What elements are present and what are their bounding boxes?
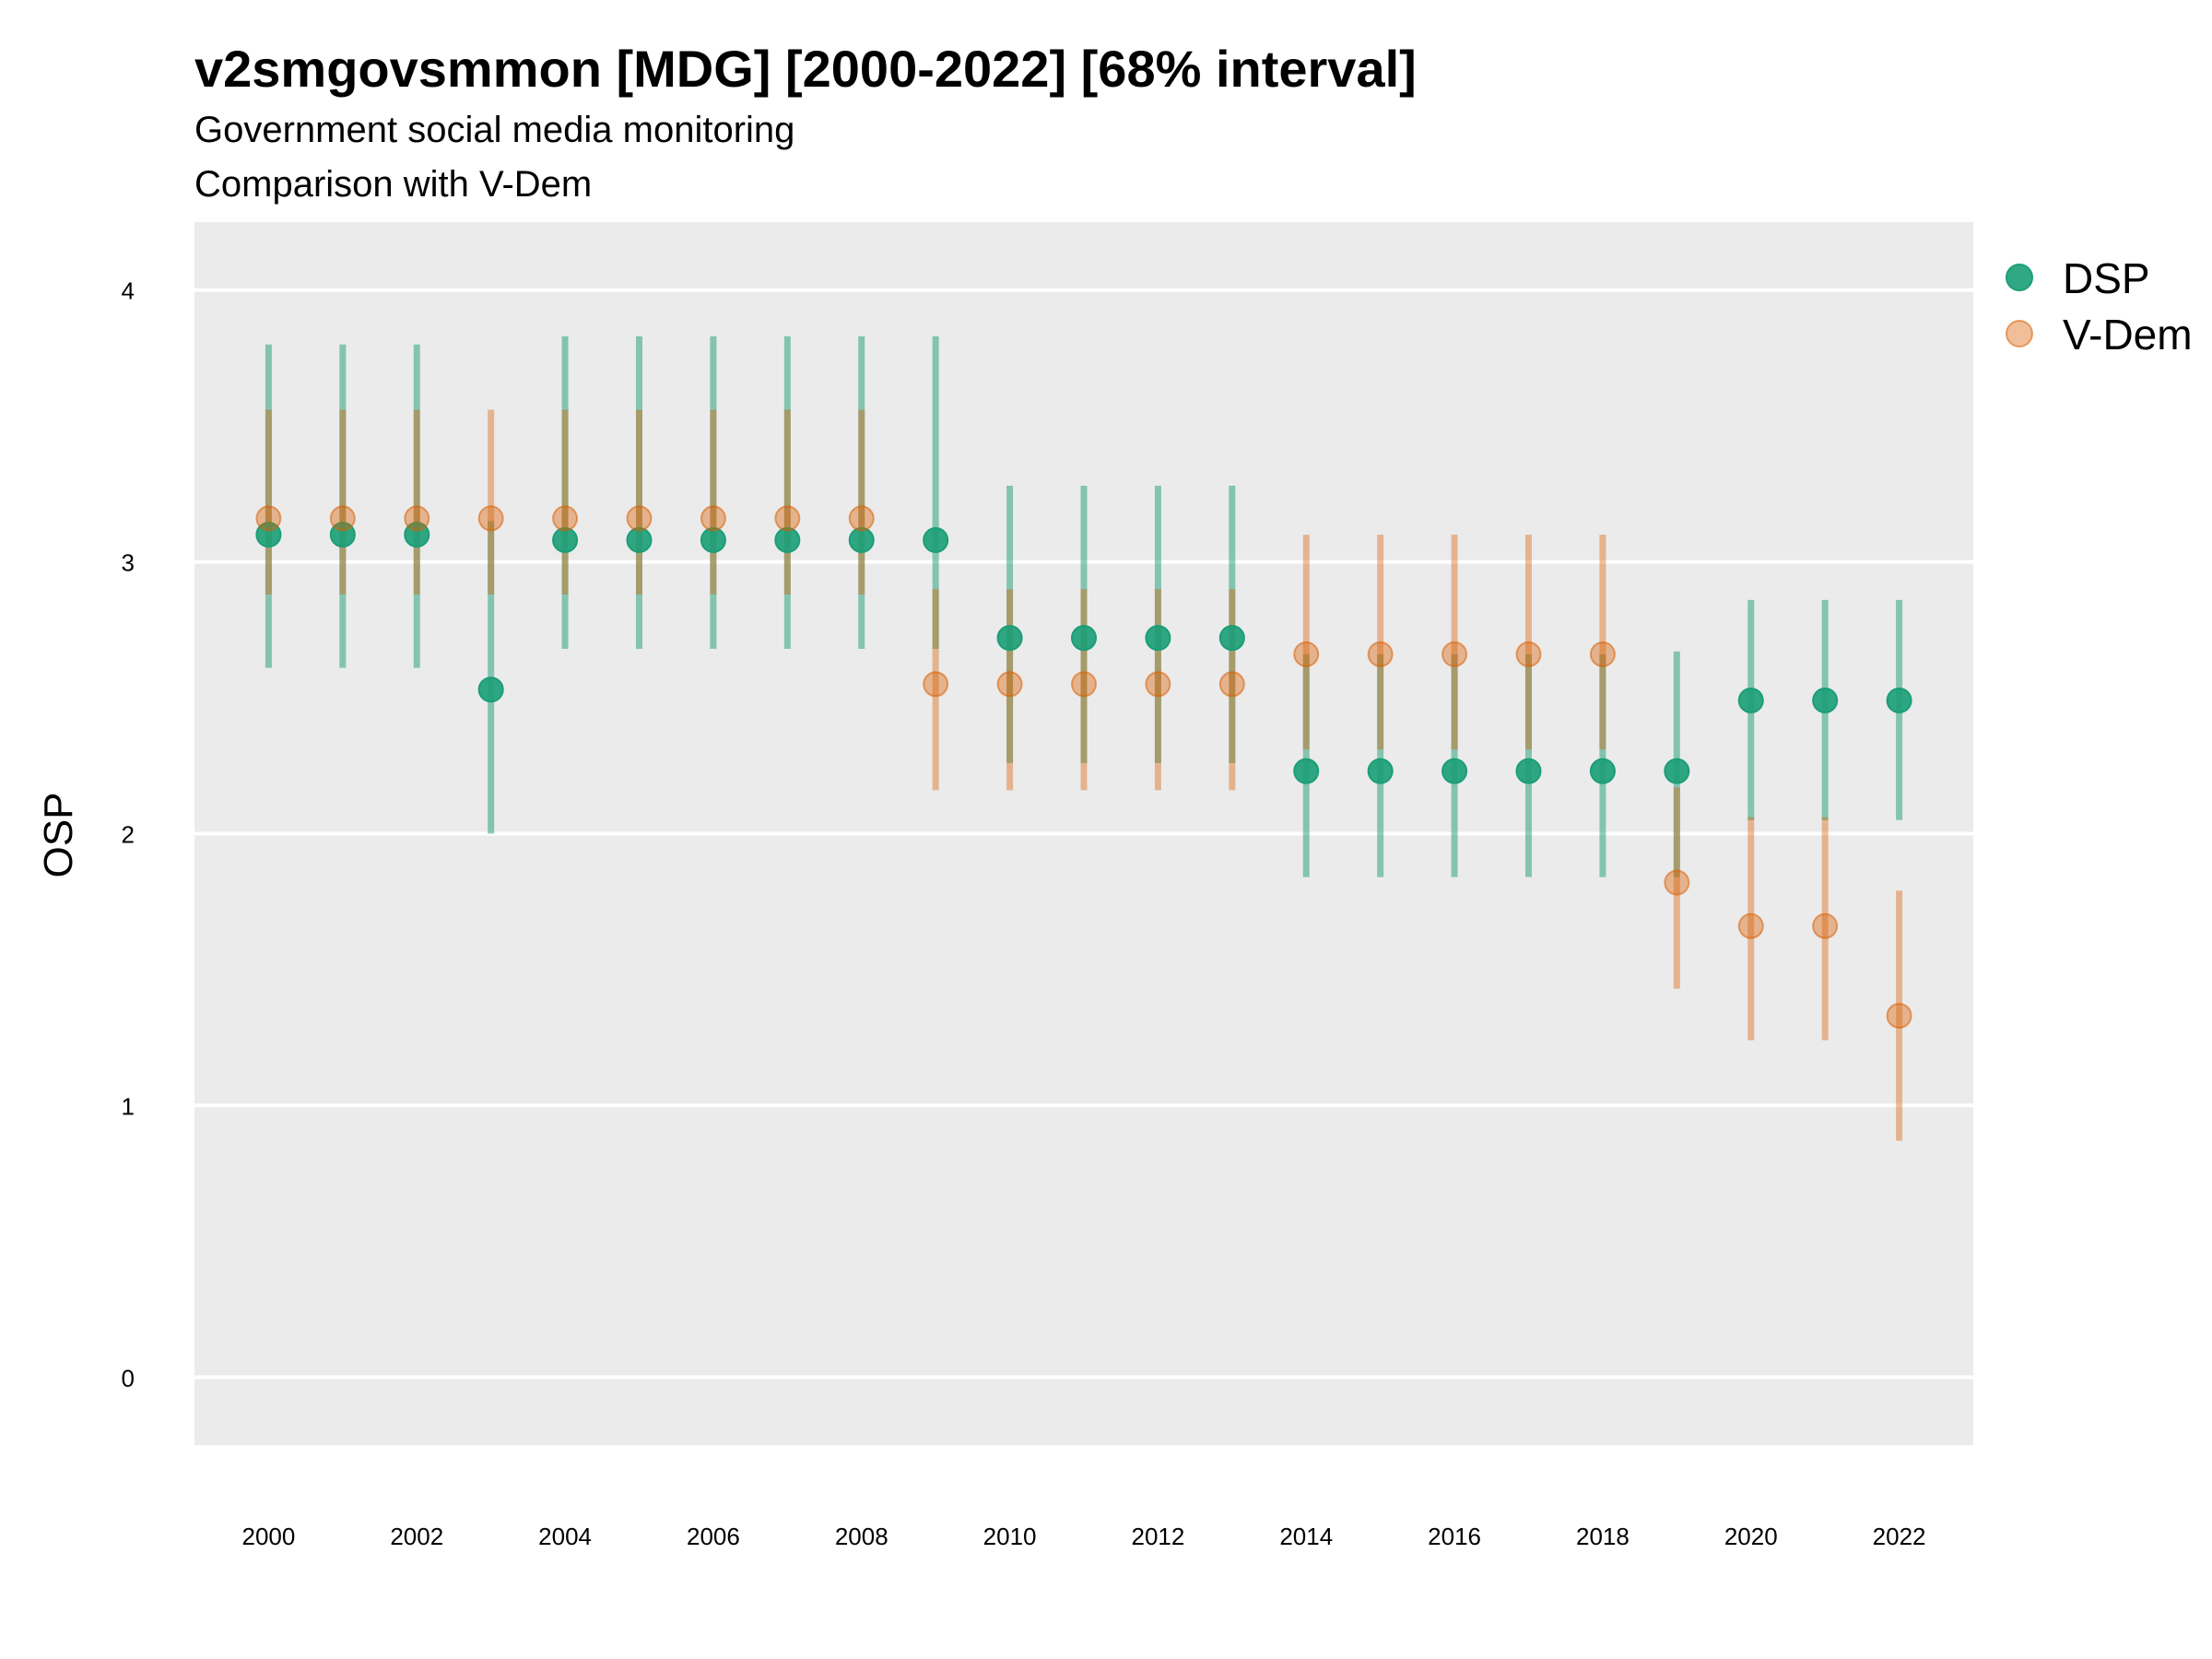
point-dsp-2016 [1441,758,1468,784]
point-dsp-2017 [1515,758,1542,784]
y-tick-label: 1 [122,1092,135,1120]
legend-marker-dsp [2006,264,2033,291]
y-tick-label: 3 [122,549,135,577]
point-vdem-2002 [404,505,430,532]
point-vdem-2021 [1812,912,1839,939]
x-tick-label: 2012 [1131,1523,1184,1550]
point-vdem-2006 [700,505,726,532]
legend-item-vdem: V-Dem [2006,311,2193,359]
point-dsp-2020 [1737,688,1764,714]
x-tick-label: 2004 [538,1523,592,1550]
chart-subtitle-line-2: Comparison with V-Dem [194,164,592,205]
point-dsp-2006 [700,527,726,554]
point-vdem-2010 [996,671,1023,698]
point-vdem-2014 [1293,641,1320,667]
x-tick-label: 2020 [1724,1523,1778,1550]
point-vdem-2008 [848,505,875,532]
point-vdem-2005 [626,505,653,532]
point-vdem-2017 [1515,641,1542,667]
x-tick-label: 2014 [1279,1523,1333,1550]
legend-item-dsp: DSP [2006,254,2150,302]
point-vdem-2007 [774,505,801,532]
point-dsp-2021 [1812,688,1839,714]
x-tick-label: 2018 [1576,1523,1630,1550]
data-points [255,505,1912,1030]
y-axis-ticks: 0 1 2 3 4 [122,277,135,1393]
point-vdem-2004 [552,505,579,532]
x-tick-label: 2008 [835,1523,888,1550]
point-dsp-2015 [1367,758,1394,784]
point-vdem-2000 [255,505,282,532]
x-tick-label: 2000 [241,1523,295,1550]
point-dsp-2012 [1145,625,1171,652]
point-dsp-2014 [1293,758,1320,784]
point-vdem-2019 [1664,869,1690,896]
point-dsp-2005 [626,527,653,554]
point-dsp-2003 [477,677,504,703]
point-vdem-2018 [1589,641,1616,667]
y-tick-label: 2 [122,821,135,849]
point-vdem-2020 [1737,912,1764,939]
point-vdem-2001 [329,505,356,532]
x-axis-ticks: 2000 2002 2004 2006 2008 2010 2012 2014 2016 2018… [241,1523,1925,1550]
x-tick-label: 2016 [1428,1523,1481,1550]
point-vdem-2009 [923,671,949,698]
y-tick-label: 4 [122,277,135,305]
y-axis-title: OSP [36,793,81,878]
point-vdem-2016 [1441,641,1468,667]
point-vdem-2022 [1886,1003,1912,1030]
y-tick-label: 0 [122,1364,135,1392]
chart-title: v2smgovsmmon [MDG] [2000-2022] [68% inte… [194,40,1417,98]
point-dsp-2008 [848,527,875,554]
point-dsp-2009 [923,527,949,554]
legend-marker-vdem [2006,320,2033,347]
point-vdem-2015 [1367,641,1394,667]
chart-subtitle-line-1: Government social media monitoring [194,110,794,150]
point-dsp-2018 [1589,758,1616,784]
point-dsp-2011 [1071,625,1097,652]
point-dsp-2004 [552,527,579,554]
point-vdem-2012 [1145,671,1171,698]
x-tick-label: 2010 [983,1523,1037,1550]
point-vdem-2011 [1071,671,1097,698]
x-tick-label: 2002 [390,1523,443,1550]
legend-label-dsp: DSP [2063,254,2150,302]
x-tick-label: 2022 [1873,1523,1926,1550]
point-dsp-2013 [1218,625,1245,652]
point-dsp-2022 [1886,688,1912,714]
x-tick-label: 2006 [687,1523,740,1550]
point-dsp-2007 [774,527,801,554]
point-vdem-2013 [1218,671,1245,698]
legend: DSP V-Dem [2006,254,2193,359]
point-dsp-2019 [1664,758,1690,784]
point-dsp-2010 [996,625,1023,652]
point-vdem-2003 [477,505,504,532]
legend-label-vdem: V-Dem [2063,311,2193,359]
